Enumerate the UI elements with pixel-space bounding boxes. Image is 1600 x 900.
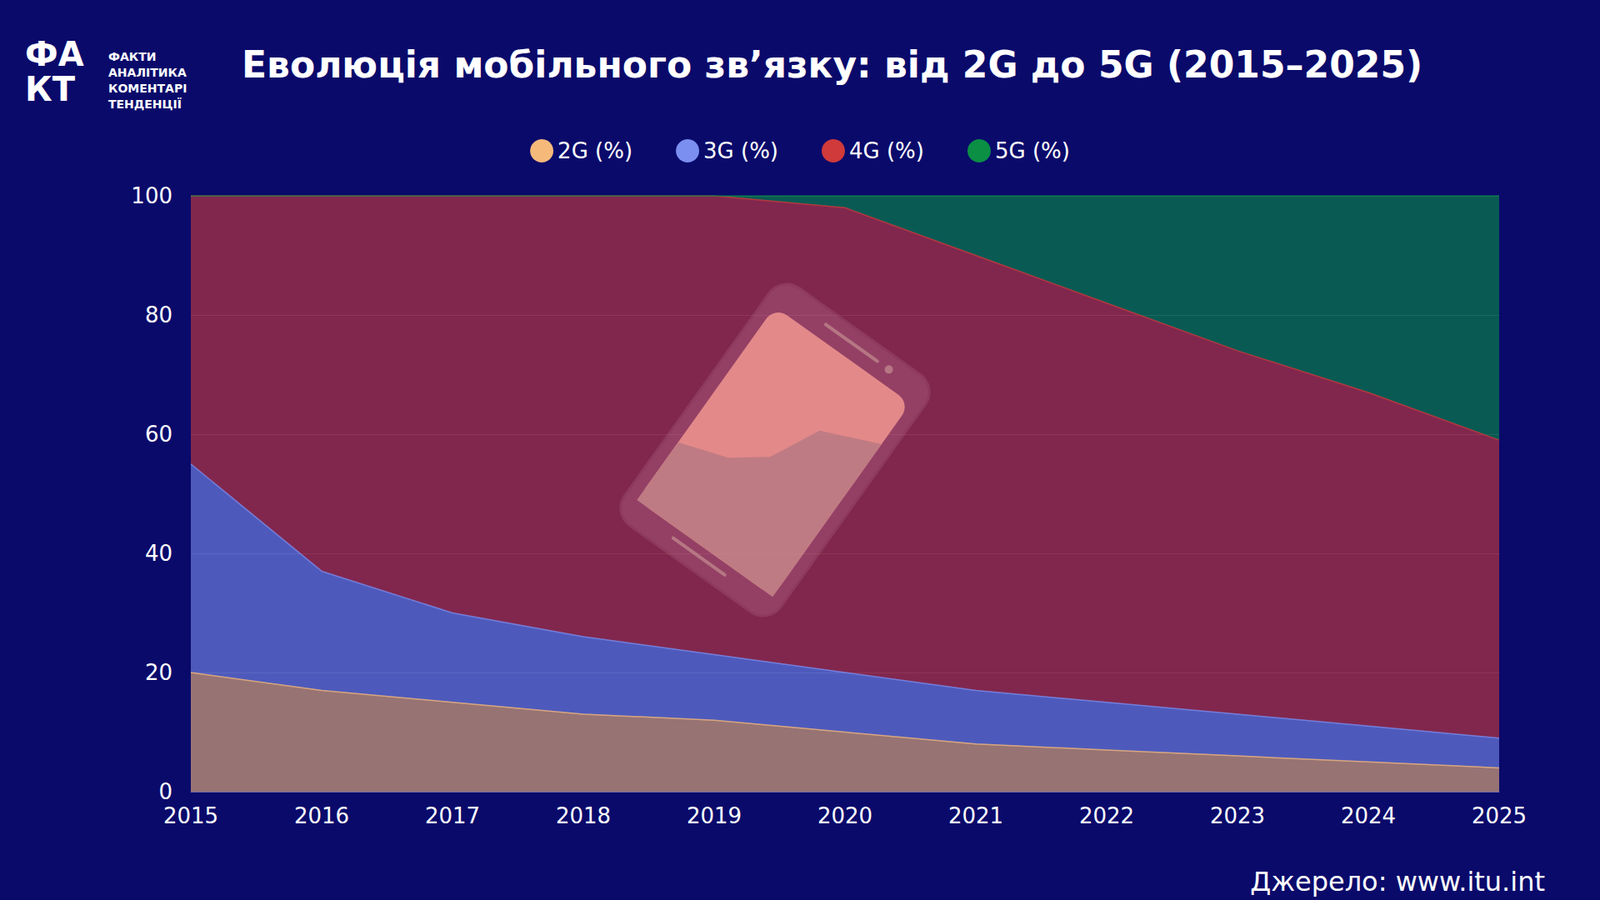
- svg-text:2022: 2022: [1079, 803, 1135, 829]
- svg-text:АНАЛІТИКА: АНАЛІТИКА: [108, 65, 187, 80]
- svg-text:60: 60: [145, 421, 173, 447]
- svg-text:КОМЕНТАРІ: КОМЕНТАРІ: [108, 81, 187, 95]
- svg-text:2023: 2023: [1210, 803, 1265, 829]
- svg-text:4G (%): 4G (%): [849, 138, 925, 164]
- svg-text:2020: 2020: [817, 803, 873, 829]
- svg-text:Еволюція мобільного зв’язку: в: Еволюція мобільного зв’язку: від 2G до 5…: [241, 43, 1423, 86]
- svg-text:2G (%): 2G (%): [557, 138, 633, 164]
- svg-text:2025: 2025: [1471, 803, 1527, 829]
- svg-text:2015: 2015: [163, 803, 219, 829]
- svg-text:2018: 2018: [555, 803, 611, 829]
- svg-text:2017: 2017: [425, 803, 480, 829]
- svg-text:2021: 2021: [948, 803, 1004, 829]
- svg-text:ФАКТИ: ФАКТИ: [108, 50, 156, 64]
- svg-text:2019: 2019: [686, 803, 742, 829]
- svg-text:80: 80: [145, 302, 173, 328]
- svg-text:2016: 2016: [294, 803, 350, 829]
- svg-text:100: 100: [130, 183, 173, 209]
- svg-text:ТЕНДЕНЦІЇ: ТЕНДЕНЦІЇ: [108, 97, 182, 111]
- svg-text:Джерело: www.itu.int: Джерело: www.itu.int: [1250, 865, 1545, 898]
- svg-text:20: 20: [145, 660, 173, 685]
- svg-text:2024: 2024: [1340, 803, 1396, 829]
- svg-text:40: 40: [145, 540, 173, 566]
- svg-text:ФА: ФА: [25, 35, 85, 74]
- svg-text:КТ: КТ: [25, 70, 76, 109]
- svg-text:5G (%): 5G (%): [995, 138, 1070, 164]
- svg-text:0: 0: [158, 779, 173, 805]
- svg-text:3G (%): 3G (%): [703, 138, 779, 164]
